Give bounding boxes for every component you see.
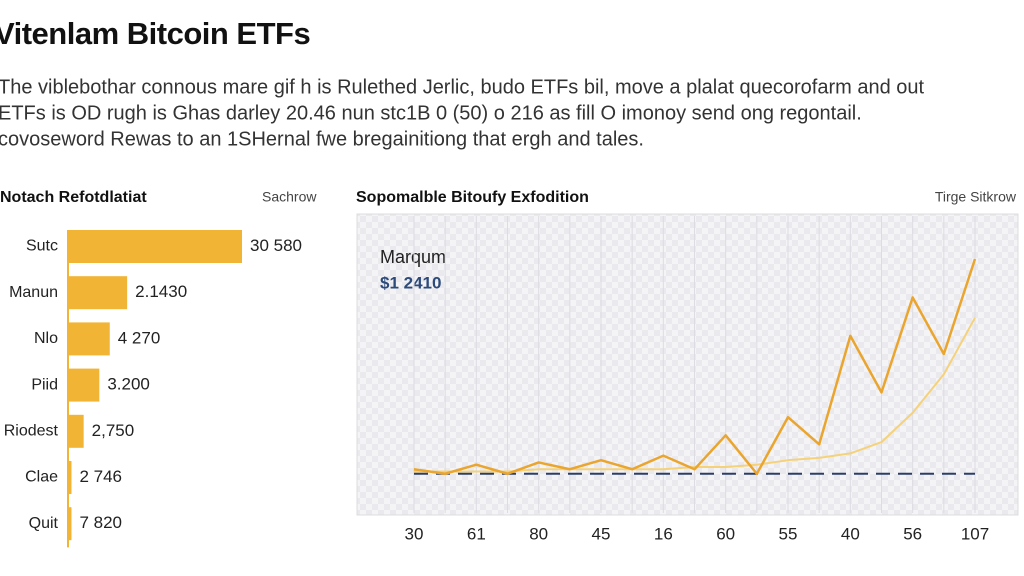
annotation: Marqum bbox=[380, 247, 446, 267]
x-tick-label: 61 bbox=[467, 524, 486, 543]
bar bbox=[68, 276, 128, 310]
x-tick-label: 30 bbox=[405, 524, 424, 543]
chart-subtitle: Sachrow bbox=[262, 189, 317, 205]
bar-annotation: 3.200 bbox=[107, 375, 150, 394]
x-tick-label: 56 bbox=[903, 524, 922, 543]
bar-annotation: 2 746 bbox=[79, 467, 122, 486]
category-label: Nlo bbox=[34, 330, 58, 347]
x-tick-label: 80 bbox=[529, 524, 548, 543]
bar-annotation: 30 580 bbox=[250, 236, 302, 255]
category-label: Clae bbox=[25, 469, 58, 486]
bar bbox=[68, 368, 100, 402]
x-tick-label: 107 bbox=[961, 524, 989, 543]
bar bbox=[68, 414, 84, 448]
x-tick-label: 45 bbox=[592, 524, 611, 543]
paragraph-line: ETFs is OD rugh is Ghas darley 20.46 nun… bbox=[0, 102, 862, 124]
bar bbox=[68, 322, 110, 356]
category-label: Manun bbox=[9, 284, 58, 301]
paragraph-line: The viblebothar connous mare gif h is Ru… bbox=[0, 76, 924, 98]
bar-annotation: 4 270 bbox=[118, 328, 161, 347]
x-tick-label: 60 bbox=[716, 524, 735, 543]
category-label: Quit bbox=[29, 515, 59, 532]
bar bbox=[68, 507, 72, 541]
chart-subtitle: Tirge Sitkrow bbox=[935, 189, 1017, 205]
chart-title: Notach Refotdlatiat bbox=[0, 189, 147, 206]
x-tick-label: 40 bbox=[841, 524, 860, 543]
x-tick-label: 55 bbox=[779, 524, 798, 543]
x-tick-label: 16 bbox=[654, 524, 673, 543]
category-label: Piid bbox=[31, 376, 58, 393]
bar-annotation: 7 820 bbox=[79, 513, 122, 532]
chart-title: Sopomalble Bitoufy Exfodition bbox=[356, 189, 589, 206]
bar bbox=[68, 461, 72, 494]
annotation: $1 2410 bbox=[380, 273, 441, 292]
category-label: Riodest bbox=[4, 423, 59, 440]
bar bbox=[68, 230, 242, 263]
bar-annotation: 2,750 bbox=[92, 421, 135, 440]
category-label: Sutc bbox=[26, 238, 58, 255]
page-title: Vitenlam Bitcoin ETFs bbox=[0, 16, 310, 51]
line-series bbox=[414, 317, 976, 473]
bar-annotation: 2.1430 bbox=[135, 282, 187, 301]
paragraph-line: covoseword Rewas to an 1SHernal fwe breg… bbox=[0, 128, 644, 150]
line-series bbox=[413, 258, 977, 475]
